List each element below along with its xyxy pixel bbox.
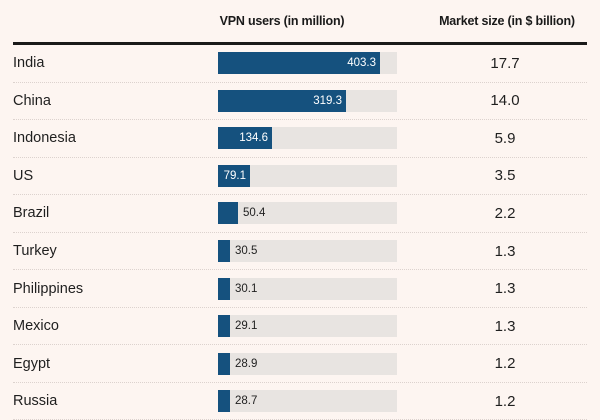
bar-value-label: 28.7 — [235, 395, 258, 408]
vpn-users-bar: 319.3 — [218, 89, 346, 112]
country-label: Mexico — [13, 318, 59, 335]
bar-value-label: 30.1 — [235, 282, 258, 295]
vpn-users-bar — [218, 352, 230, 375]
bar-track: 319.3 — [218, 89, 397, 112]
bar-track: 50.4 — [218, 202, 397, 225]
vpn-users-bar: 79.1 — [218, 164, 250, 187]
table-row: Philippines 30.1 1.3 — [13, 270, 587, 308]
market-size-value: 14.0 — [490, 92, 520, 110]
vpn-users-bar — [218, 202, 238, 225]
market-size-value: 1.3 — [494, 242, 516, 260]
bar-value-label: 319.3 — [313, 94, 342, 107]
table-row: US 79.1 3.5 — [13, 158, 587, 196]
vpn-users-bar: 134.6 — [218, 127, 272, 150]
bar-track: 30.5 — [218, 240, 397, 262]
bar-value-label: 403.3 — [347, 57, 376, 70]
table-row: Mexico 29.1 1.3 — [13, 308, 587, 346]
country-label: India — [13, 55, 45, 72]
table-body: India 403.3 17.7 China 319.3 14.0 Indone… — [13, 45, 587, 420]
market-size-value: 1.2 — [494, 355, 516, 373]
bar-value-label: 79.1 — [223, 169, 246, 182]
country-label: US — [13, 167, 34, 184]
market-size-value: 17.7 — [490, 54, 520, 72]
market-size-value: 2.2 — [494, 204, 516, 222]
bar-track: 29.1 — [218, 315, 397, 338]
bar-value-label: 28.9 — [235, 357, 258, 370]
vpn-users-bar — [218, 315, 230, 338]
market-size-value: 1.3 — [494, 280, 516, 298]
vpn-users-bar — [218, 240, 230, 262]
table-row: Indonesia 134.6 5.9 — [13, 120, 587, 158]
vpn-users-bar — [218, 390, 230, 413]
country-label: Brazil — [13, 205, 50, 222]
market-size-value: 1.2 — [494, 392, 516, 410]
country-label: China — [13, 92, 51, 109]
bar-track: 79.1 — [218, 164, 397, 187]
bar-value-label: 50.4 — [243, 207, 266, 220]
bar-track: 134.6 — [218, 127, 397, 150]
bar-value-label: 134.6 — [239, 132, 268, 145]
col-header-vpn-users: VPN users (in million) — [219, 14, 345, 28]
bar-track: 28.7 — [218, 390, 397, 413]
vpn-users-bar — [218, 277, 230, 300]
market-size-value: 1.3 — [494, 317, 516, 335]
country-label: Egypt — [13, 355, 51, 372]
table-header: VPN users (in million) Market size (in $… — [13, 0, 587, 45]
table-row: Turkey 30.5 1.3 — [13, 233, 587, 271]
country-label: Philippines — [13, 280, 84, 297]
bar-value-label: 30.5 — [235, 245, 258, 257]
table-row: Brazil 50.4 2.2 — [13, 195, 587, 233]
market-size-value: 3.5 — [494, 167, 516, 185]
table-row: India 403.3 17.7 — [13, 45, 587, 83]
vpn-users-bar: 403.3 — [218, 52, 380, 75]
bar-value-label: 29.1 — [235, 320, 258, 333]
table-row: Egypt 28.9 1.2 — [13, 345, 587, 383]
table-row: Russia 28.7 1.2 — [13, 383, 587, 420]
bar-track: 28.9 — [218, 352, 397, 375]
col-header-market-size: Market size (in $ billion) — [439, 14, 575, 28]
country-label: Indonesia — [13, 130, 76, 147]
country-label: Turkey — [13, 243, 57, 259]
bar-track: 403.3 — [218, 52, 397, 75]
bar-track: 30.1 — [218, 277, 397, 300]
table-row: China 319.3 14.0 — [13, 83, 587, 121]
market-size-value: 5.9 — [494, 129, 516, 147]
country-label: Russia — [13, 393, 58, 410]
